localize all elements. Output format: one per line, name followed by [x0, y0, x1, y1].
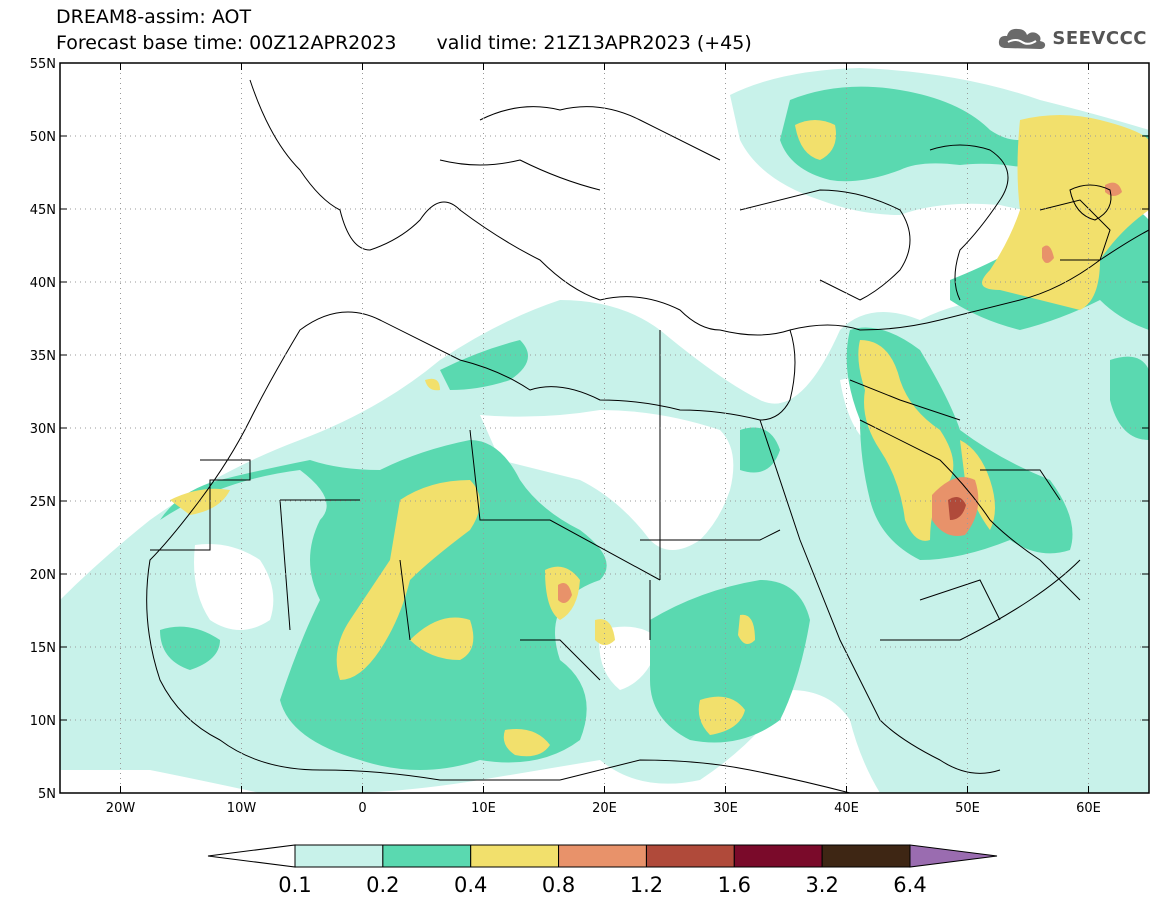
colorbar-swatch	[470, 844, 560, 868]
aot-level-0-4	[170, 115, 1149, 757]
colorbar-level-label: 0.4	[454, 873, 487, 897]
lat-tick-label: 5N	[38, 787, 56, 802]
lon-tick-label: 50E	[955, 801, 980, 816]
lon-tick-label: 10E	[471, 801, 496, 816]
colorbar-level-label: 0.8	[542, 873, 575, 897]
latitude-axis: 55N 50N 45N 40N 35N 30N 25N 20N 15N 10N 5N	[30, 57, 1149, 802]
colorbar-swatch	[821, 844, 911, 868]
colorbar-swatch	[294, 844, 384, 868]
logo-text: SEEVCCC	[1052, 27, 1147, 49]
lon-tick-label: 60E	[1076, 801, 1101, 816]
lon-tick-label: 0	[358, 801, 366, 816]
lat-tick-label: 55N	[30, 57, 56, 72]
lon-tick-label: 20W	[106, 801, 136, 816]
seevccc-logo: SEEVCCC	[996, 24, 1147, 52]
aot-level-1-2	[948, 496, 966, 520]
forecast-base-time: Forecast base time: 00Z12APR2023	[56, 32, 397, 54]
map-title: DREAM8-assim: AOT	[56, 6, 252, 28]
map-subtitle: Forecast base time: 00Z12APR2023 valid ti…	[56, 32, 752, 54]
lat-tick-label: 15N	[30, 641, 56, 656]
lon-tick-label: 20E	[592, 801, 617, 816]
lat-tick-label: 30N	[30, 422, 56, 437]
graticule	[60, 63, 1149, 793]
colorbar-level-label: 0.2	[366, 873, 399, 897]
lat-tick-label: 20N	[30, 568, 56, 583]
colorbar-level-label: 1.2	[630, 873, 663, 897]
cloud-icon	[999, 28, 1046, 49]
aot-field	[60, 68, 1149, 793]
colorbar-level-label: 6.4	[893, 873, 926, 897]
longitude-axis: 20W 10W 0 10E 20E 30E 40E 50E 60E	[106, 63, 1101, 816]
colorbar-level-label: 1.6	[718, 873, 751, 897]
colorbar-high-arrow	[909, 844, 998, 868]
valid-time: valid time: 21Z13APR2023 (+45)	[436, 32, 752, 54]
colorbar-swatch	[645, 844, 735, 868]
lat-tick-label: 25N	[30, 495, 56, 510]
colorbar-swatch	[733, 844, 823, 868]
lat-tick-label: 40N	[30, 276, 56, 291]
lat-tick-label: 50N	[30, 130, 56, 145]
colorbar-level-label: 0.1	[278, 873, 311, 897]
colorbar-low-arrow	[207, 844, 296, 868]
lat-tick-label: 10N	[30, 714, 56, 729]
lon-tick-label: 30E	[713, 801, 738, 816]
colorbar: 0.1 0.2 0.4 0.8 1.2 1.6 3.2 6.4	[207, 844, 998, 897]
lat-tick-label: 35N	[30, 349, 56, 364]
lon-tick-label: 40E	[834, 801, 859, 816]
coastlines	[146, 79, 1149, 793]
colorbar-swatch	[558, 844, 647, 868]
colorbar-swatch	[382, 844, 472, 868]
lon-tick-label: 10W	[227, 801, 257, 816]
lat-tick-label: 45N	[30, 203, 56, 218]
colorbar-level-label: 3.2	[805, 873, 838, 897]
